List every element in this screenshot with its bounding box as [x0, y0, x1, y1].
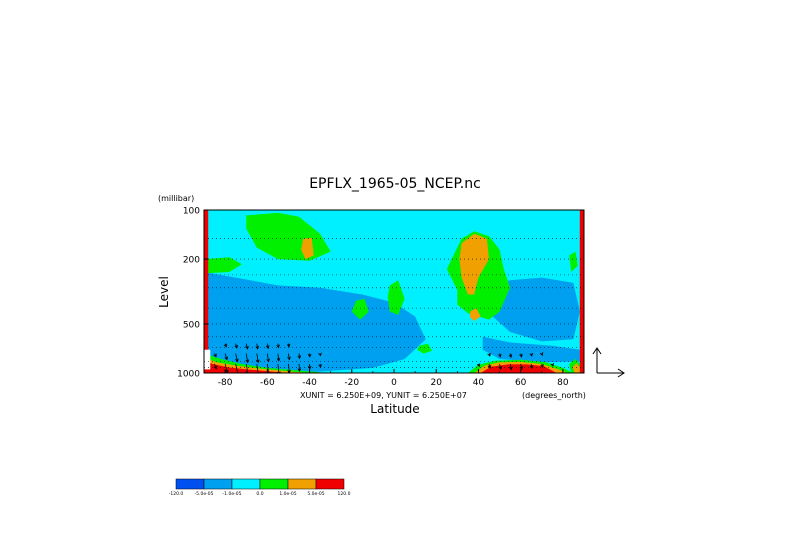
- flux-vector-42: [539, 352, 544, 356]
- colorbar-swatch-5: [315, 478, 345, 490]
- colorbar-level-1: -5.0e-05: [195, 491, 214, 497]
- vector-scale-text: XUNIT = 6.250E+09, YUNIT = 6.250E+07: [300, 391, 467, 400]
- y-tick-label-3: 1000: [177, 370, 200, 380]
- contour-region-21: [480, 364, 557, 373]
- flux-vector-3: [245, 363, 249, 373]
- flux-vector-2: [235, 363, 240, 373]
- flux-vector-39: [508, 353, 513, 358]
- flux-vector-41: [529, 352, 533, 357]
- x-tick-label-3: -20: [344, 378, 359, 388]
- flux-vector-35: [540, 363, 544, 368]
- flux-vector-32: [509, 363, 513, 371]
- flux-vector-37: [487, 352, 491, 357]
- flux-vector-23: [234, 343, 238, 349]
- contour-fills: [204, 210, 584, 373]
- contour-region-24: [204, 210, 209, 373]
- flux-vector-25: [255, 343, 260, 350]
- contour-region-5: [482, 336, 580, 363]
- flux-vector-29: [476, 363, 481, 368]
- contour-region-26: [204, 349, 211, 370]
- x-tick-label-6: 40: [473, 378, 485, 388]
- x-tick-label-1: -60: [260, 378, 275, 388]
- flux-vector-14: [245, 353, 250, 364]
- y-unit-label: (millibar): [158, 194, 194, 203]
- colorbar-level-4: 1.0e-05: [279, 491, 296, 497]
- flux-vector-9: [307, 363, 312, 370]
- x-tick-label-4: 0: [391, 378, 397, 388]
- colorbar-level-0: -120.0: [169, 491, 184, 497]
- contour-region-13: [301, 237, 314, 260]
- flux-vector-20: [307, 353, 312, 358]
- contour-region-14: [459, 233, 489, 295]
- x-unit-label: (degrees_north): [522, 391, 586, 400]
- colorbar-level-6: 120.0: [338, 491, 351, 497]
- flux-vector-36: [550, 362, 554, 367]
- flux-vector-10: [318, 363, 322, 368]
- y-tick-label-2: 500: [183, 320, 200, 330]
- flux-vector-0: [213, 363, 218, 370]
- colorbar-swatch-0: [175, 478, 205, 490]
- contour-region-11: [569, 251, 578, 272]
- contour-region-3: [204, 272, 426, 373]
- flux-vector-8: [297, 363, 302, 372]
- flux-vector-4: [256, 363, 260, 373]
- colorbar-swatch-4: [287, 478, 317, 490]
- contour-region-7: [204, 257, 242, 274]
- x-tick-label-5: 20: [430, 378, 442, 388]
- flux-vector-11: [213, 353, 217, 358]
- colorbar: -120.0 -5.0e-05 -1.0e-05 0.0 1.0e-05 5.0e-05 1…: [169, 478, 351, 497]
- flux-vector-31: [498, 363, 502, 370]
- flux-vector-13: [235, 353, 239, 363]
- flux-vector-30: [487, 363, 492, 369]
- y-ticks: 100 200 500 1000: [177, 207, 208, 380]
- flux-vector-33: [519, 363, 524, 370]
- colorbar-swatch-2: [231, 478, 261, 490]
- flux-vector-16: [266, 353, 270, 363]
- flux-vector-15: [256, 353, 260, 364]
- vector-reference-key: [592, 347, 625, 378]
- flux-vectors: [213, 343, 554, 373]
- colorbar-level-2: -1.0e-05: [223, 491, 242, 497]
- flux-vector-34: [529, 363, 534, 370]
- colorbar-swatch-1: [203, 478, 233, 490]
- colorbar-level-3: 0.0: [256, 491, 263, 497]
- contour-region-9: [387, 280, 405, 315]
- contour-region-10: [351, 298, 369, 320]
- x-tick-label-2: -40: [302, 378, 317, 388]
- flux-vector-22: [223, 343, 228, 348]
- flux-vector-27: [276, 343, 280, 349]
- y-tick-label-1: 200: [183, 256, 200, 266]
- x-tick-label-8: 80: [557, 378, 569, 388]
- contour-region-23: [572, 363, 580, 373]
- flux-vector-19: [297, 353, 302, 360]
- colorbar-swatch-3: [259, 478, 289, 490]
- x-axis-label: Latitude: [370, 402, 419, 416]
- contour-region-12: [417, 343, 432, 354]
- x-tick-label-0: -80: [218, 378, 233, 388]
- contour-region-25: [579, 210, 584, 373]
- x-tick-label-7: 60: [515, 378, 527, 388]
- chart-title: EPFLX_1965-05_NCEP.nc: [309, 176, 481, 192]
- flux-vector-21: [318, 352, 322, 357]
- flux-vector-5: [266, 363, 271, 373]
- flux-vector-18: [287, 353, 291, 361]
- flux-vector-17: [276, 353, 281, 362]
- flux-vector-28: [286, 343, 291, 348]
- flux-vector-40: [519, 353, 523, 358]
- flux-vector-24: [245, 343, 249, 350]
- y-axis-label: Level: [157, 276, 171, 308]
- colorbar-level-5: 5.0e-05: [307, 491, 324, 497]
- x-ticks: -80 -60 -40 -20 0 20 40 60 80: [203, 369, 585, 388]
- flux-vector-12: [224, 353, 228, 361]
- contour-region-15: [470, 308, 481, 321]
- flux-vector-26: [266, 343, 270, 350]
- flux-vector-38: [498, 353, 502, 358]
- y-tick-label-0: 100: [183, 207, 200, 217]
